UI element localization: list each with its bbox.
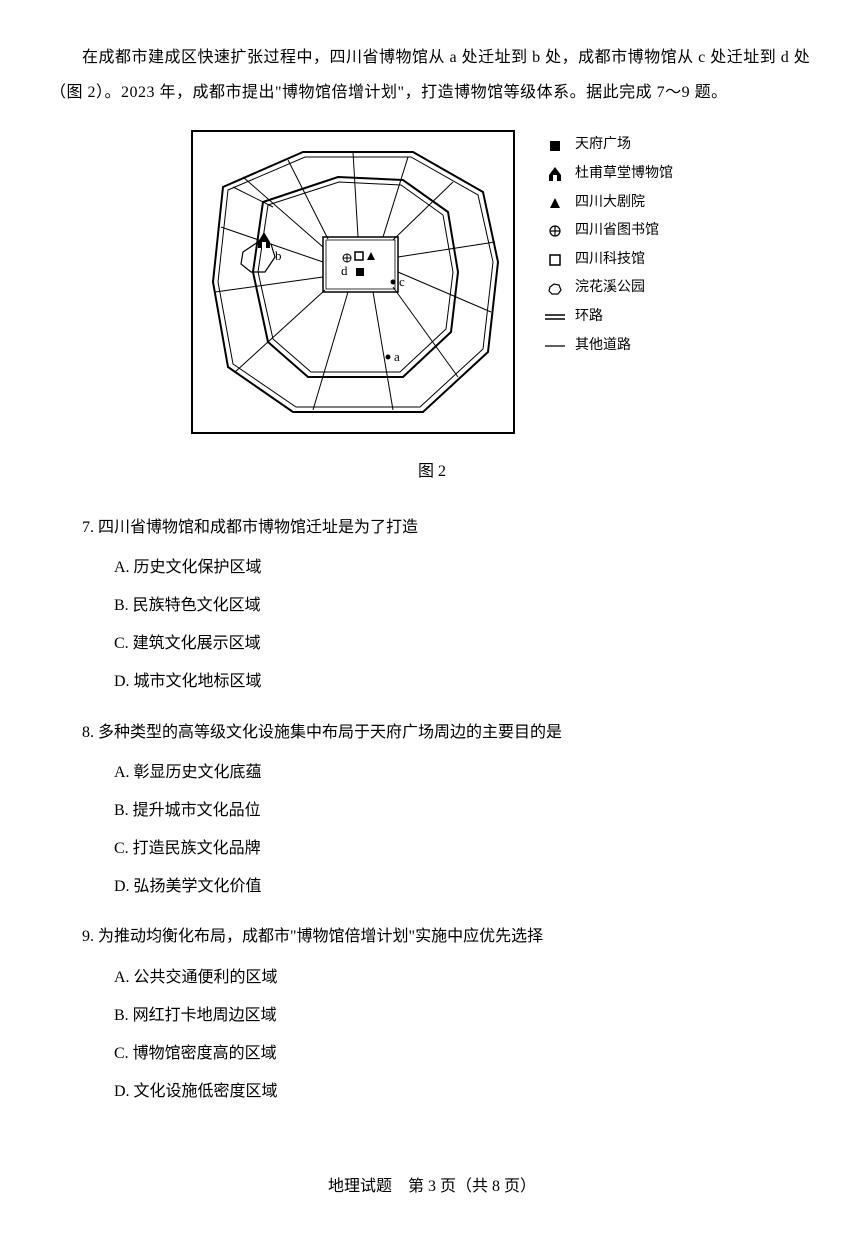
legend-item: 四川科技馆 [545, 247, 673, 274]
svg-text:b: b [275, 248, 282, 263]
circle-plus-icon [545, 225, 565, 237]
question-block: 7. 四川省博物馆和成都市博物馆迁址是为了打造 A. 历史文化保护区域B. 民族特… [50, 510, 814, 700]
legend-item: 其他道路 [545, 333, 673, 360]
legend-item: 杜甫草堂博物馆 [545, 161, 673, 188]
answer-option: A. 公共交通便利的区域 [50, 960, 814, 995]
svg-text:c: c [399, 274, 405, 289]
questions-block: 7. 四川省博物馆和成都市博物馆迁址是为了打造 A. 历史文化保护区域B. 民族特… [50, 510, 814, 1110]
single-line-icon [545, 341, 565, 351]
answer-option: D. 城市文化地标区域 [50, 664, 814, 699]
legend-item: 四川大剧院 [545, 190, 673, 217]
svg-text:d: d [341, 263, 348, 278]
question-stem: 7. 四川省博物馆和成都市博物馆迁址是为了打造 [74, 510, 814, 545]
legend-label: 其他道路 [575, 333, 631, 360]
answer-option: A. 历史文化保护区域 [50, 550, 814, 585]
question-stem: 8. 多种类型的高等级文化设施集中布局于天府广场周边的主要目的是 [74, 715, 814, 750]
answer-option: D. 弘扬美学文化价值 [50, 869, 814, 904]
question-stem: 9. 为推动均衡化布局，成都市"博物馆倍增计划"实施中应优先选择 [74, 919, 814, 954]
legend-label: 四川省图书馆 [575, 218, 659, 245]
legend-item: 天府广场 [545, 132, 673, 159]
answer-option: D. 文化设施低密度区域 [50, 1074, 814, 1109]
map-diagram: d b c a [191, 130, 515, 434]
square-solid-icon [545, 140, 565, 152]
page-footer: 地理试题 第 3 页（共 8 页） [50, 1169, 814, 1204]
answer-option: C. 博物馆密度高的区域 [50, 1036, 814, 1071]
legend-item: 浣花溪公园 [545, 275, 673, 302]
legend: 天府广场 杜甫草堂博物馆 四川大剧院 四川省图书馆 四川科技馆 [545, 130, 673, 361]
legend-item: 环路 [545, 304, 673, 331]
question-block: 8. 多种类型的高等级文化设施集中布局于天府广场周边的主要目的是 A. 彰显历史文… [50, 715, 814, 905]
park-icon [545, 282, 565, 296]
question-block: 9. 为推动均衡化布局，成都市"博物馆倍增计划"实施中应优先选择 A. 公共交通便… [50, 919, 814, 1109]
legend-label: 环路 [575, 304, 603, 331]
answer-option: B. 网红打卡地周边区域 [50, 998, 814, 1033]
legend-label: 杜甫草堂博物馆 [575, 161, 673, 188]
answer-option: C. 建筑文化展示区域 [50, 626, 814, 661]
svg-text:a: a [394, 349, 400, 364]
triangle-icon [545, 197, 565, 209]
intro-paragraph: 在成都市建成区快速扩张过程中，四川省博物馆从 a 处迁址到 b 处，成都市博物馆… [50, 40, 814, 110]
figure-caption: 图 2 [50, 454, 814, 489]
answer-option: C. 打造民族文化品牌 [50, 831, 814, 866]
square-outline-icon [545, 254, 565, 266]
answer-option: B. 民族特色文化区域 [50, 588, 814, 623]
figure-container: d b c a 天府广场 杜甫草堂博物馆 四川 [50, 130, 814, 434]
legend-label: 浣花溪公园 [575, 275, 645, 302]
legend-item: 四川省图书馆 [545, 218, 673, 245]
cottage-icon [545, 166, 565, 182]
answer-option: B. 提升城市文化品位 [50, 793, 814, 828]
legend-label: 四川大剧院 [575, 190, 645, 217]
answer-option: A. 彰显历史文化底蕴 [50, 755, 814, 790]
legend-label: 四川科技馆 [575, 247, 645, 274]
legend-label: 天府广场 [575, 132, 631, 159]
double-line-icon [545, 312, 565, 322]
